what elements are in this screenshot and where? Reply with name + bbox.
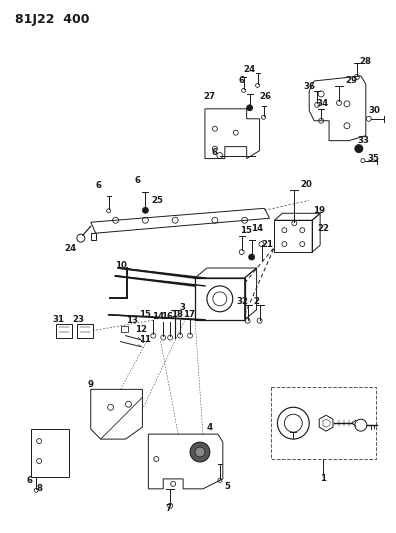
Text: 13: 13 [126,316,139,325]
Text: 15: 15 [139,310,151,319]
Text: 1: 1 [320,474,326,483]
Bar [56,324,72,337]
Text: 24: 24 [244,64,256,74]
Text: 7: 7 [165,504,171,513]
Text: 26: 26 [259,92,272,101]
Bar [120,326,128,332]
Text: 32: 32 [237,297,249,306]
Text: 6: 6 [96,181,102,190]
Text: 5: 5 [225,482,231,491]
Text: 15: 15 [240,225,251,235]
Text: 6: 6 [134,176,141,185]
Text: 18: 18 [171,310,183,319]
Text: 22: 22 [317,224,329,233]
Circle shape [190,442,210,462]
Text: 9: 9 [88,380,94,389]
Text: 14: 14 [152,312,164,321]
Text: 36: 36 [303,83,315,92]
Text: 2: 2 [253,297,260,306]
Text: 6: 6 [26,477,32,486]
Text: 35: 35 [368,154,380,163]
Text: 28: 28 [360,56,372,66]
Bar [272,387,376,459]
Text: 14: 14 [251,224,264,233]
Text: 12: 12 [135,325,147,334]
Text: 11: 11 [139,335,151,344]
Text: 20: 20 [300,180,312,189]
Text: 31: 31 [52,315,64,324]
Text: 27: 27 [204,92,216,101]
Text: 4: 4 [207,423,213,432]
Bar [77,324,93,337]
Text: 23: 23 [73,315,85,324]
Text: 6: 6 [212,148,218,157]
Bar [31,429,69,477]
Text: 3: 3 [179,303,185,312]
Text: 19: 19 [313,206,325,215]
Text: 16: 16 [161,312,173,321]
Text: 17: 17 [183,310,195,319]
Circle shape [249,254,255,260]
Text: 29: 29 [345,76,357,85]
Text: 81J22  400: 81J22 400 [15,13,90,26]
Circle shape [143,207,148,213]
Text: 24: 24 [65,244,77,253]
Circle shape [247,105,253,111]
Text: 6: 6 [239,76,245,85]
Text: 8: 8 [36,484,42,494]
Text: 25: 25 [151,196,163,205]
Text: 30: 30 [369,106,381,115]
Text: 34: 34 [316,99,328,108]
Circle shape [195,447,205,457]
Text: 33: 33 [358,136,370,145]
Text: 10: 10 [114,261,126,270]
Text: 21: 21 [261,240,274,248]
Circle shape [355,144,363,152]
